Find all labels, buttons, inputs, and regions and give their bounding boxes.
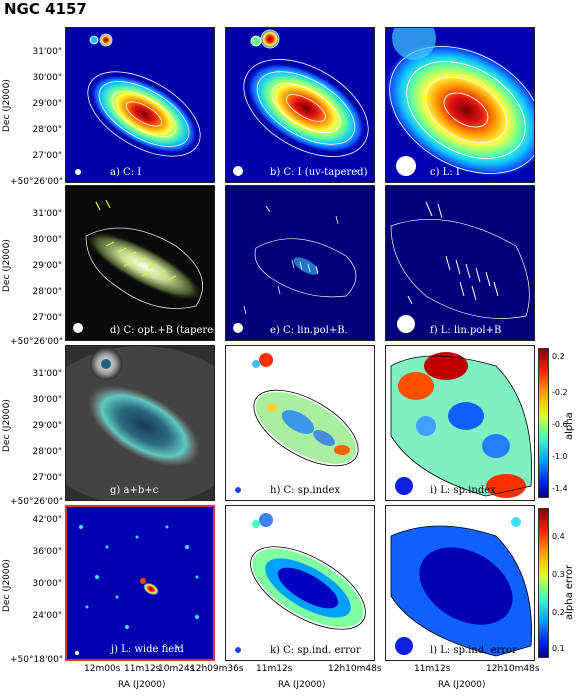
- panel-l-image: [390, 517, 532, 657]
- dec-label-r4: Dec (J2000): [2, 559, 12, 612]
- panel-j-label: j) L: wide field: [111, 644, 184, 655]
- panel-l-label: l) L: sp.ind. error: [430, 645, 517, 656]
- ra-tick-c2-0: 11m12s: [256, 664, 293, 674]
- colorbar-alpha-tick-1: -0.2: [552, 388, 568, 397]
- dec-tick-r3-2: 29'00": [32, 421, 62, 431]
- ra-tick-c2-1: 12h10m48s: [328, 664, 382, 674]
- panel-d-label: d) C: opt.+B (tapered): [110, 325, 215, 336]
- panel-k-image: [235, 513, 366, 653]
- panel-c: c) L: I: [385, 27, 535, 183]
- panel-b-label: b) C: I (uv-tapered): [270, 167, 368, 178]
- panel-h-label: h) C: sp.index: [270, 485, 341, 496]
- panel-e-label: e) C: lin.pol+B.: [270, 325, 348, 336]
- dec-tick-r1-3: 28'00": [32, 125, 62, 135]
- ra-label-c1: RA (J2000): [118, 680, 166, 690]
- panel-g-label: g) a+b+c: [110, 485, 159, 496]
- colorbar-error-tick-0: 0.4: [552, 532, 565, 541]
- panel-b: b) C: I (uv-tapered): [225, 27, 375, 183]
- dec-tick-r4-1: 36'00": [32, 547, 62, 557]
- panel-e-image: [233, 205, 357, 333]
- panel-f-image: [390, 201, 530, 333]
- panel-l: l) L: sp.ind. error: [385, 505, 535, 661]
- panel-g: g) a+b+c: [65, 345, 215, 501]
- colorbar-alpha-error-label: alpha error: [564, 564, 575, 620]
- colorbar-alpha-tick-0: 0.2: [552, 352, 565, 361]
- panel-b-image: [233, 29, 369, 176]
- dec-tick-r1-5: +50°26'00": [10, 177, 64, 187]
- panel-j-image: [75, 525, 199, 655]
- dec-tick-r2-0: 31'00": [32, 209, 62, 219]
- panel-h: h) C: sp.index: [225, 345, 375, 501]
- dec-tick-r3-1: 30'00": [32, 395, 62, 405]
- dec-tick-r3-0: 31'00": [32, 369, 62, 379]
- dec-tick-r4-3: 24'00": [32, 611, 62, 621]
- colorbar-alpha-error: [538, 508, 549, 658]
- colorbar-alpha-label: alpha: [564, 412, 575, 440]
- colorbar-error-tick-2: 0.2: [552, 608, 565, 617]
- panel-a-label: a) C: I: [110, 167, 142, 178]
- panel-i: i) L: sp.index: [385, 345, 535, 501]
- colorbar-error-tick-1: 0.3: [552, 570, 565, 579]
- ra-tick-c3-0: 11m12s: [414, 664, 451, 674]
- panel-d: d) C: opt.+B (tapered): [65, 185, 215, 341]
- dec-tick-r2-3: 28'00": [32, 287, 62, 297]
- dec-tick-r4-0: 42'00": [32, 515, 62, 525]
- ra-tick-c1-3: 12h09m36s: [190, 664, 244, 674]
- panel-f: f) L: lin.pol+B: [385, 185, 535, 341]
- dec-label-r1: Dec (J2000): [2, 79, 12, 132]
- ra-tick-c1-1: 11m12s: [124, 664, 161, 674]
- dec-tick-r2-1: 30'00": [32, 235, 62, 245]
- colorbar-error-tick-3: 0.1: [552, 644, 565, 653]
- panel-a: a) C: I: [65, 27, 215, 183]
- dec-tick-r3-3: 28'00": [32, 447, 62, 457]
- ra-tick-c1-2: 10m24s: [158, 664, 195, 674]
- panel-a-image: [75, 33, 201, 175]
- panel-i-label: i) L: sp.index: [430, 485, 496, 496]
- dec-tick-r3-5: +50°26'00": [10, 497, 64, 507]
- panel-f-label: f) L: lin.pol+B: [430, 325, 502, 336]
- ra-tick-c1-0: 12m00s: [84, 664, 121, 674]
- dec-tick-r4-4: +50°18'00": [10, 655, 64, 665]
- colorbar-alpha-tick-3: -1.0: [552, 452, 568, 461]
- dec-tick-r1-0: 31'00": [32, 47, 62, 57]
- panel-e: e) C: lin.pol+B.: [225, 185, 375, 341]
- panel-k-label: k) C: sp.ind. error: [270, 645, 361, 656]
- dec-tick-r1-1: 30'00": [32, 73, 62, 83]
- dec-label-r3: Dec (J2000): [2, 399, 12, 452]
- dec-tick-r1-4: 27'00": [32, 151, 62, 161]
- colorbar-alpha: [538, 348, 549, 498]
- panel-h-image: [235, 353, 359, 493]
- panel-g-image: [66, 346, 214, 500]
- dec-tick-r1-2: 29'00": [32, 99, 62, 109]
- dec-tick-r2-4: 27'00": [32, 313, 62, 323]
- colorbar-alpha-tick-2: -0.6: [552, 420, 568, 429]
- panel-i-image: [390, 352, 532, 498]
- figure-title: NGC 4157: [4, 0, 87, 18]
- dec-label-r2: Dec (J2000): [2, 239, 12, 292]
- ra-label-c3: RA (J2000): [438, 680, 486, 690]
- panel-c-image: [386, 28, 534, 179]
- dec-tick-r4-2: 30'00": [32, 579, 62, 589]
- dec-tick-r2-2: 29'00": [32, 261, 62, 271]
- panel-d-image: [73, 199, 204, 333]
- panel-k: k) C: sp.ind. error: [225, 505, 375, 661]
- panel-c-label: c) L: I: [430, 167, 460, 178]
- colorbar-alpha-tick-4: -1.4: [552, 484, 568, 493]
- dec-tick-r2-5: +50°26'00": [10, 337, 64, 347]
- ra-label-c2: RA (J2000): [278, 680, 326, 690]
- ra-tick-c3-1: 12h10m48s: [486, 664, 540, 674]
- dec-tick-r3-4: 27'00": [32, 473, 62, 483]
- panel-j: j) L: wide field: [65, 505, 215, 661]
